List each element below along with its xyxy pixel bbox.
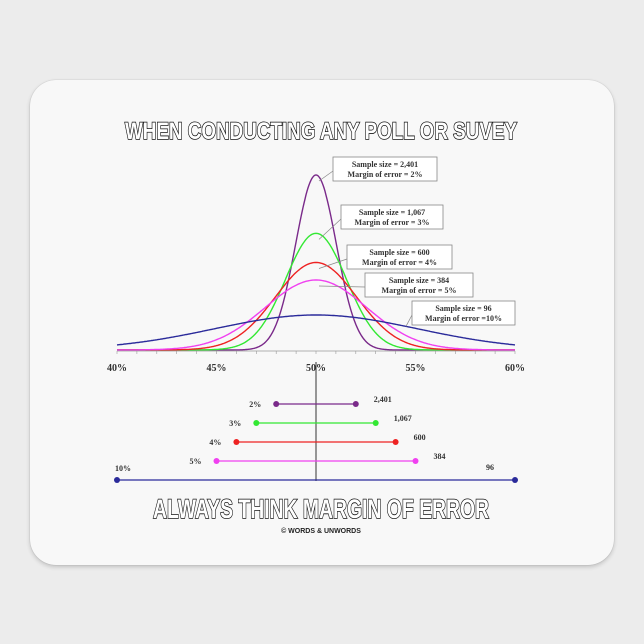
- curve-moe-5: [117, 279, 515, 351]
- label-margin-of-error: Margin of error = 3%: [355, 218, 430, 227]
- interval-moe-label: 10%: [115, 464, 131, 473]
- title-bottom: ALWAYS THINK MARGIN OF ERROR: [153, 494, 489, 524]
- copyright: © WORDS & UNWORDS: [281, 527, 361, 535]
- x-tick-label: 60%: [505, 363, 525, 374]
- label-margin-of-error: Margin of error = 4%: [362, 258, 437, 267]
- interval-high-dot: [512, 477, 518, 483]
- interval-n-label: 600: [414, 433, 426, 442]
- interval-low-dot: [233, 439, 240, 445]
- leader-line: [318, 285, 366, 288]
- leader-line: [318, 170, 334, 182]
- interval-high-dot: [412, 458, 419, 464]
- leader-line: [405, 314, 413, 327]
- x-tick-label: 45%: [207, 363, 227, 374]
- interval-low-dot: [253, 420, 260, 426]
- interval-moe-label: 5%: [190, 457, 202, 466]
- interval-plot: 2% 2,401 3% 1,067 4% 600 5% 384 10% 96: [114, 362, 518, 483]
- interval-n-label: 96: [486, 463, 494, 472]
- label-box-border: [411, 300, 516, 326]
- leader-line: [318, 218, 342, 240]
- label-sample-size: Sample size = 2,401: [352, 160, 418, 169]
- interval-high-dot: [372, 420, 379, 426]
- interval-row: 10% 96: [114, 463, 518, 483]
- label-margin-of-error: Margin of error = 5%: [382, 286, 457, 295]
- x-tick-label: 55%: [406, 363, 426, 374]
- interval-low-dot: [114, 477, 120, 483]
- interval-row: 3% 1,067: [229, 414, 411, 428]
- interval-high-dot: [352, 401, 359, 407]
- interval-row: 2% 2,401: [249, 395, 392, 409]
- label-sample-size: Sample size = 96: [435, 304, 491, 313]
- label-box-border: [332, 156, 438, 182]
- distribution-curves: [116, 174, 516, 351]
- label-box-border: [346, 244, 453, 270]
- label-sample-size: Sample size = 1,067: [359, 208, 425, 217]
- interval-moe-label: 3%: [229, 419, 241, 428]
- interval-low-dot: [273, 401, 280, 407]
- interval-row: 4% 600: [209, 433, 425, 447]
- interval-moe-label: 4%: [209, 438, 221, 447]
- title-top: WHEN CONDUCTING ANY POLL OR SUVEY: [125, 118, 517, 145]
- interval-n-label: 1,067: [394, 414, 412, 423]
- curve-moe-4: [117, 261, 515, 351]
- label-sample-size: Sample size = 600: [369, 248, 429, 257]
- label-margin-of-error: Margin of error = 2%: [348, 170, 423, 179]
- leader-line: [318, 258, 348, 269]
- interval-row: 5% 384: [190, 452, 446, 466]
- x-tick-label: 40%: [107, 363, 127, 374]
- label-margin-of-error: Margin of error =10%: [425, 314, 502, 323]
- label-box-border: [364, 272, 474, 298]
- interval-high-dot: [392, 439, 399, 445]
- interval-n-label: 2,401: [374, 395, 392, 404]
- interval-moe-label: 2%: [249, 400, 261, 409]
- interval-n-label: 384: [434, 452, 446, 461]
- mousepad: [30, 80, 614, 565]
- label-box-border: [340, 204, 444, 230]
- interval-low-dot: [213, 458, 220, 464]
- curve-moe-10: [116, 314, 516, 346]
- label-sample-size: Sample size = 384: [389, 276, 449, 285]
